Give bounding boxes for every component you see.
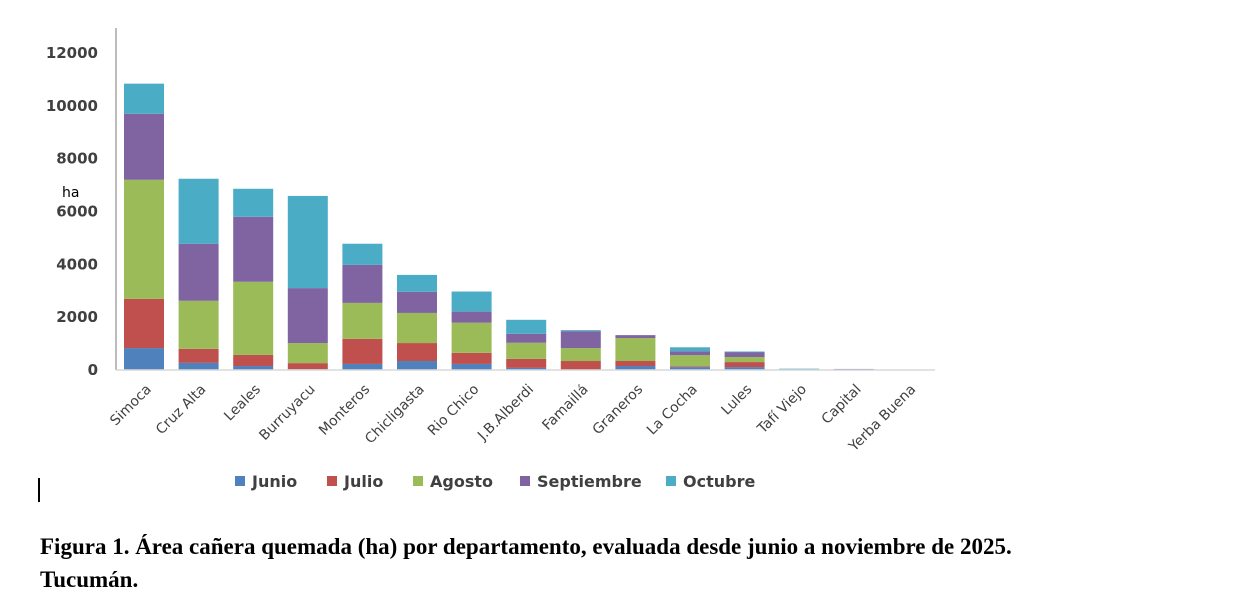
bar-segment-julio [560,361,601,370]
bar-segment-junio [342,363,383,370]
y-axis: 0 2000 4000 6000 8000 10000 12000 [46,28,117,379]
x-tick-label: Graneros [590,382,647,439]
legend-label-septiembre: Septiembre [537,472,642,491]
bar-segment-octubre [560,330,601,332]
y-axis-label: ha [62,185,79,201]
bar-segment-julio [287,363,328,370]
bar-segment-septiembre [397,291,437,313]
y-tick-label: 4000 [56,255,98,273]
bar-segment-julio [724,362,765,368]
bar-segment-agosto [124,179,164,299]
bar-segment-agosto [506,342,547,359]
bar-segment-octubre [178,178,219,244]
x-tick-label: Simoca [107,382,155,430]
bar-segment-agosto [724,357,765,363]
bar-segment-octubre [670,347,710,352]
y-tick-label: 8000 [56,150,98,168]
x-tick-label: Monteros [316,382,373,439]
bar-segment-junio [124,348,164,370]
legend-swatch-junio [235,476,245,486]
bar-segment-septiembre [560,331,601,349]
x-tick-label: Tafí Viejo [754,382,810,438]
bar-segment-julio [124,298,164,349]
bar-segment-agosto [287,343,328,364]
x-tick-label: La Cocha [644,382,701,439]
legend-label-octubre: Octubre [683,472,755,491]
bar-segment-octubre [233,188,274,217]
bar-segment-junio [451,363,492,370]
bar-segment-septiembre [724,352,765,358]
bar-segment-agosto [615,338,656,362]
bar-segment-junio [397,361,437,370]
x-tick-label: Cruz Alta [153,382,209,438]
x-tick-label: Rio Chico [425,382,483,440]
bar-segment-agosto [560,348,601,362]
bar-segment-agosto [178,300,219,349]
bar-segment-octubre [287,195,328,289]
y-tick-label: 10000 [46,97,98,115]
bar-segment-agosto [342,302,383,339]
bar-segment-septiembre [124,113,164,180]
bar-segment-julio [342,338,383,364]
bar-segment-junio [670,367,710,370]
x-tick-label: Chicligasta [362,382,428,448]
legend-label-junio: Junio [251,472,297,491]
x-tick-label: Leales [221,382,264,425]
stacked-bar-chart: 0 2000 4000 6000 8000 10000 12000 ha SimocaCru… [46,28,935,491]
legend-label-agosto: Agosto [430,472,493,491]
legend-swatch-julio [327,476,337,486]
bar-segment-junio [506,367,547,370]
legend-swatch-agosto [413,476,423,486]
bar-segment-septiembre [670,351,710,356]
bar-segment-septiembre [615,335,656,339]
bar-segment-julio [615,361,656,367]
x-tick-label: J.B.Alberdi [474,382,537,445]
y-tick-label: 12000 [46,44,98,62]
text-cursor [38,478,40,502]
y-tick-label: 2000 [56,308,98,326]
bar-segment-julio [670,366,710,368]
y-tick-label: 6000 [56,203,98,221]
bar-segment-junio [233,366,274,370]
bar-segment-septiembre [451,311,492,323]
bar-segment-septiembre [178,243,219,301]
bar-segment-julio [233,354,274,367]
bar-segment-octubre [397,274,437,292]
bar-segment-agosto [670,355,710,367]
bar-segment-julio [178,348,219,363]
bar-segment-junio [615,366,656,370]
bar-segment-septiembre [287,288,328,344]
bar-segment-octubre [342,243,383,265]
bar-segment-agosto [397,312,437,344]
bar-segment-julio [451,352,492,364]
legend-swatch-octubre [666,476,676,486]
bars [124,83,874,371]
bar-segment-septiembre [342,264,383,303]
bar-segment-julio [506,358,547,368]
x-tick-label: Burruyacu [256,382,318,444]
bar-segment-octubre [506,319,547,334]
bar-segment-agosto [233,281,274,355]
legend-label-julio: Julio [343,472,383,491]
caption-line-2: Tucumán. [40,567,139,592]
bar-segment-octubre [724,351,765,353]
legend: Junio Julio Agosto Septiembre Octubre [235,472,755,491]
x-tick-label: Famaillá [539,382,591,434]
bar-segment-octubre [124,83,164,114]
bar-segment-julio [397,343,437,362]
bar-segment-agosto [451,322,492,353]
x-tick-label: Lules [718,382,755,419]
figure-caption: Figura 1. Área cañera quemada (ha) por d… [40,530,1240,596]
x-tick-label: Capital [819,382,865,428]
bar-segment-junio [178,362,219,370]
legend-swatch-septiembre [520,476,530,486]
bar-segment-septiembre [233,216,274,282]
bar-segment-octubre [451,291,492,312]
y-tick-label: 0 [88,361,98,379]
caption-line-1: Figura 1. Área cañera quemada (ha) por d… [40,534,1012,559]
bar-segment-septiembre [506,333,547,343]
bar-segment-junio [724,367,765,370]
